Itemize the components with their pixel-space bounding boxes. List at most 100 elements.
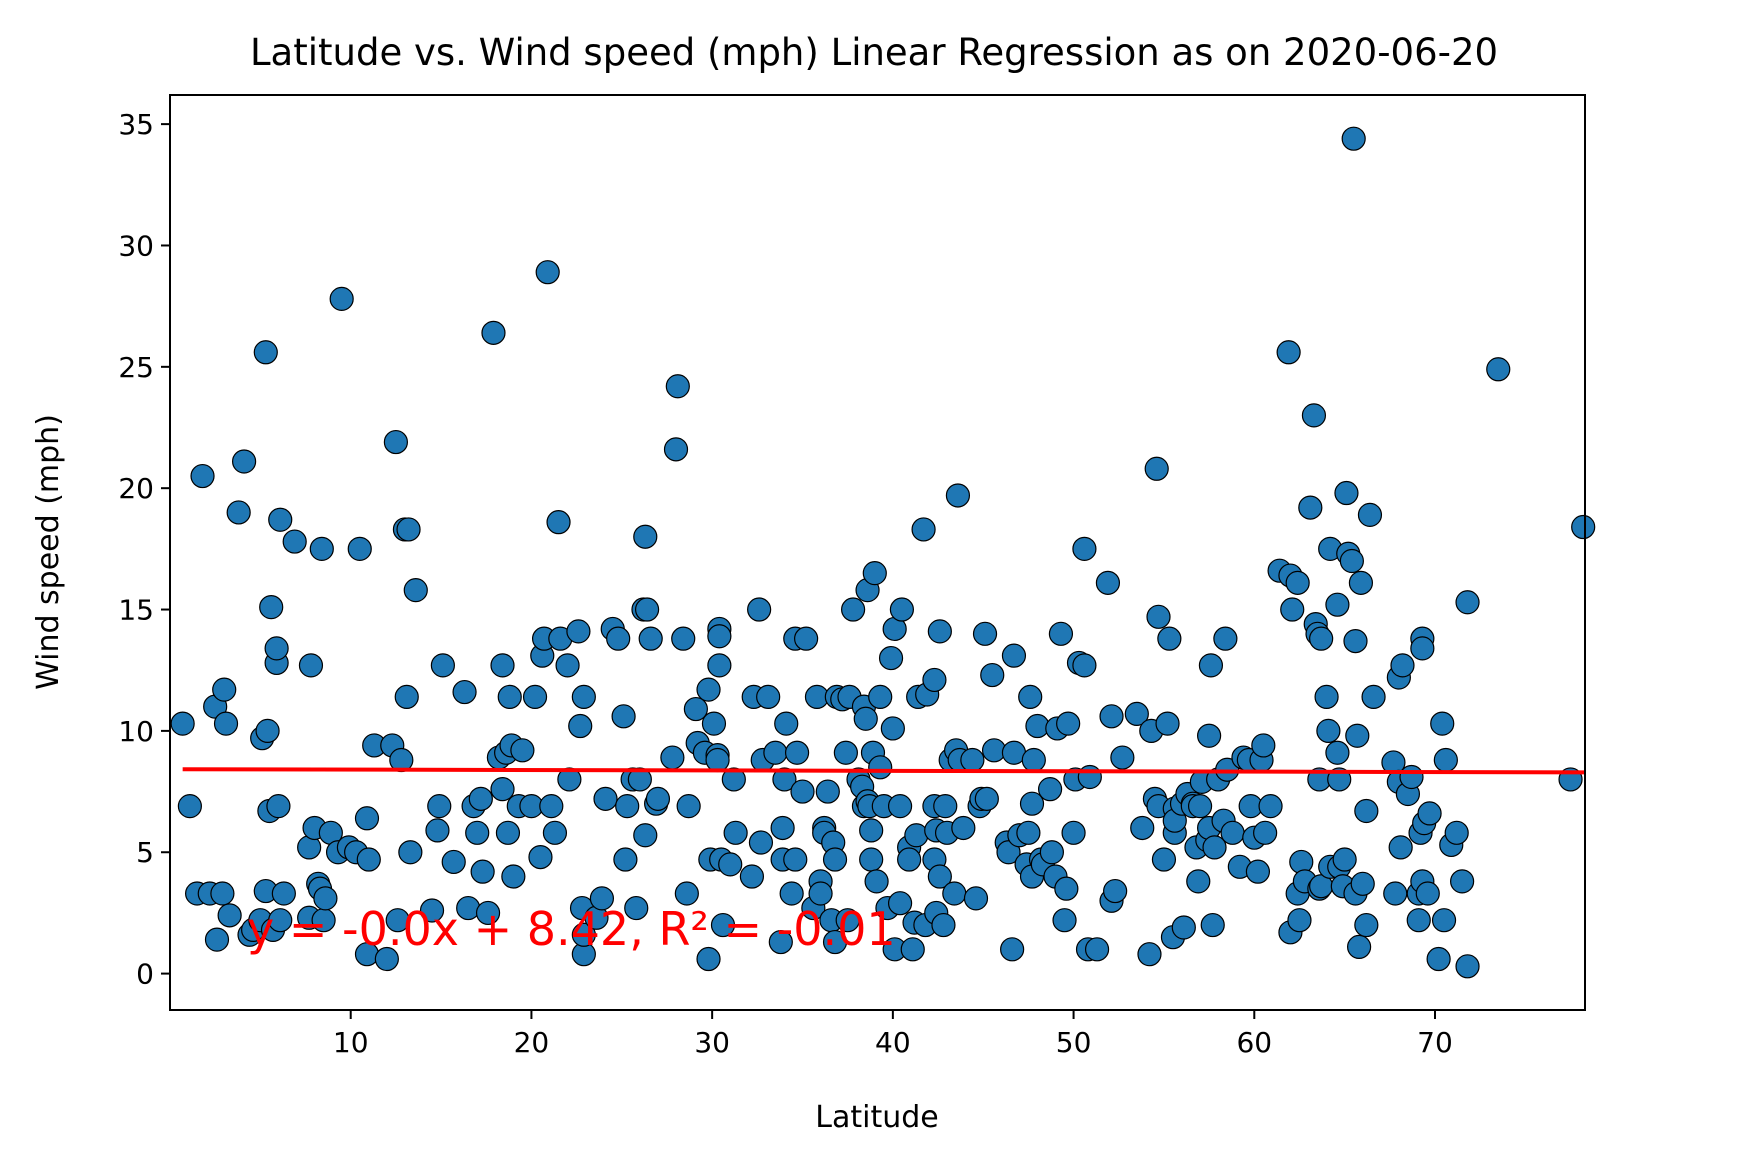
data-point: [904, 823, 929, 848]
data-point: [1332, 847, 1357, 872]
data-point: [853, 706, 878, 731]
data-point: [1253, 820, 1278, 845]
data-point: [660, 745, 685, 770]
data-point: [398, 840, 423, 865]
data-point: [231, 449, 257, 474]
data-point: [309, 536, 334, 561]
data-point: [1354, 912, 1379, 938]
data-point: [1258, 794, 1283, 819]
data-point: [425, 818, 450, 843]
data-point: [606, 626, 631, 651]
data-point: [1341, 126, 1366, 151]
data-point: [710, 912, 736, 938]
data-point: [1348, 570, 1374, 595]
data-point: [1157, 626, 1182, 651]
data-point: [1339, 548, 1364, 574]
ticks-layer: 10 20 30 40 50 60 70 0 5 10 15 20 25 30 35: [118, 108, 1452, 1059]
data-point: [1198, 653, 1224, 678]
data-point: [1450, 869, 1475, 894]
data-point: [403, 578, 428, 603]
data-point: [974, 786, 999, 811]
data-point: [1000, 937, 1025, 962]
x-tick-label: 60: [1236, 1026, 1272, 1059]
data-point: [721, 767, 746, 792]
data-point: [1200, 912, 1225, 938]
data-point: [268, 908, 293, 933]
data-point: [271, 881, 296, 906]
data-point: [1285, 570, 1310, 595]
data-point: [868, 684, 893, 710]
data-point: [1316, 718, 1341, 743]
data-point: [495, 820, 521, 845]
data-point: [1037, 777, 1063, 802]
data-point: [963, 886, 989, 911]
data-point: [1347, 934, 1372, 959]
data-point: [528, 844, 553, 870]
data-point: [1018, 684, 1043, 710]
data-point: [945, 483, 971, 508]
data-point: [1151, 847, 1177, 872]
data-point: [266, 794, 291, 819]
data-point: [226, 500, 251, 525]
data-point: [1130, 815, 1155, 841]
data-point: [927, 619, 952, 644]
data-point: [696, 677, 721, 702]
data-point: [1197, 723, 1222, 748]
data-point: [1155, 711, 1180, 736]
data-point: [1399, 764, 1424, 790]
data-point: [833, 740, 858, 765]
data-point: [1325, 740, 1350, 765]
data-point: [268, 507, 293, 532]
data-point: [638, 626, 663, 651]
regression-equation-label: y = -0.0x + 8.42, R² = -0.01: [247, 902, 896, 956]
data-point: [822, 847, 848, 872]
y-tick-label: 10: [118, 715, 154, 748]
data-point: [611, 704, 636, 729]
data-point: [1486, 357, 1511, 382]
data-point: [624, 895, 649, 921]
data-point: [1052, 908, 1077, 933]
x-tick-label: 40: [875, 1026, 911, 1059]
data-point: [1334, 480, 1359, 506]
data-point: [212, 677, 237, 702]
data-point: [1383, 881, 1408, 906]
data-point: [1410, 636, 1435, 661]
data-point: [522, 684, 548, 710]
data-point: [1039, 840, 1064, 865]
data-point: [539, 794, 564, 819]
data-point: [259, 595, 284, 620]
data-point: [452, 679, 477, 705]
data-point: [747, 597, 772, 622]
data-point: [264, 636, 289, 661]
y-tick-label: 15: [118, 594, 154, 627]
data-point: [1251, 733, 1276, 758]
data-point: [889, 597, 914, 622]
data-point: [177, 794, 202, 819]
data-point: [1357, 502, 1383, 527]
data-point: [723, 820, 748, 845]
data-point: [1144, 456, 1169, 481]
data-point: [1354, 798, 1379, 824]
y-tick-label: 25: [118, 351, 154, 384]
data-point: [862, 561, 887, 586]
data-point: [933, 794, 958, 819]
data-point: [633, 524, 658, 549]
data-point: [1187, 794, 1213, 819]
data-point: [427, 794, 452, 819]
data-point: [1276, 340, 1301, 365]
regression-line: [182, 767, 1586, 775]
data-point: [1048, 621, 1074, 646]
data-point: [1220, 820, 1245, 845]
data-point: [696, 946, 721, 972]
data-point: [887, 794, 913, 819]
data-point: [282, 529, 307, 554]
data-point: [1186, 869, 1211, 894]
data-point: [170, 711, 195, 736]
data-point: [784, 740, 810, 765]
data-point: [790, 779, 815, 804]
data-point: [1072, 653, 1097, 678]
data-point: [1019, 791, 1045, 816]
data-point: [1314, 684, 1339, 710]
x-tick-label: 70: [1417, 1026, 1453, 1059]
data-point: [927, 864, 952, 889]
